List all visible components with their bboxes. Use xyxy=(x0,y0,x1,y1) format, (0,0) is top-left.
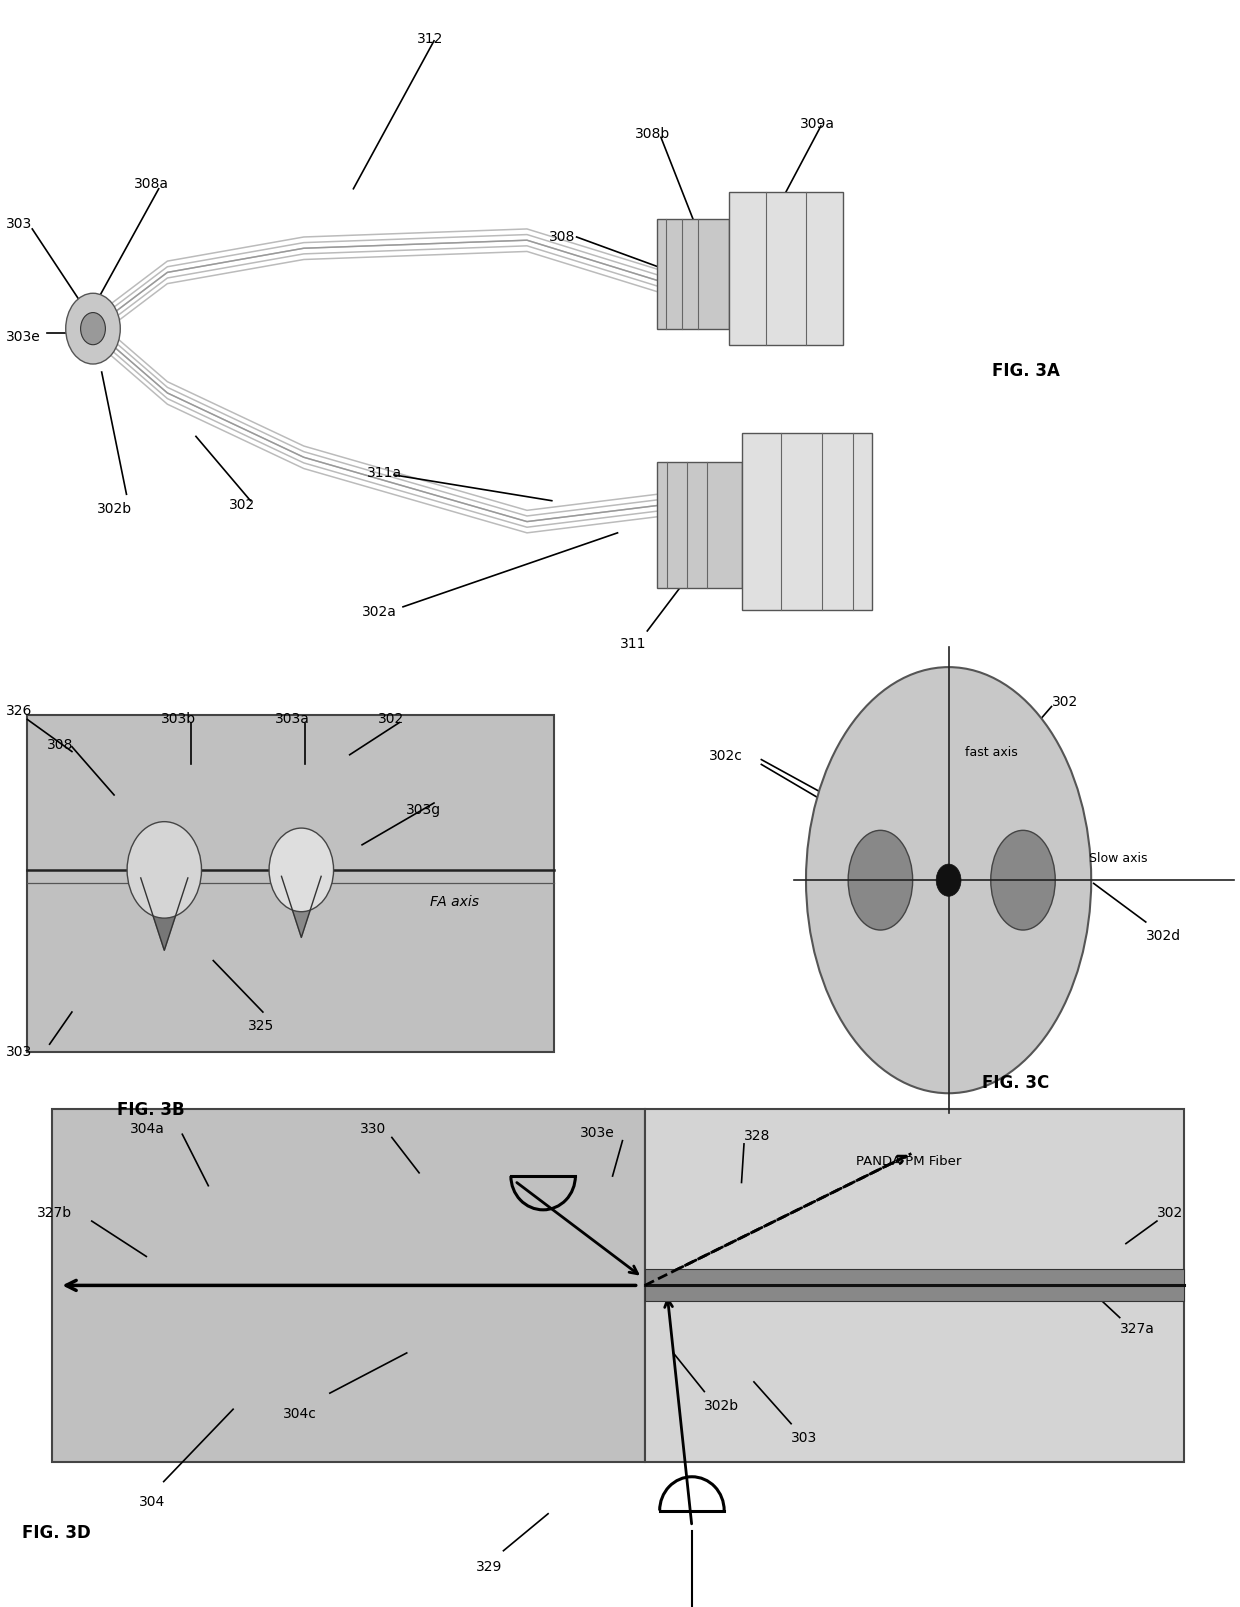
Bar xyxy=(645,1109,1184,1462)
Text: 308b: 308b xyxy=(635,127,670,141)
Ellipse shape xyxy=(991,831,1055,930)
Text: FA axis: FA axis xyxy=(430,895,480,908)
Bar xyxy=(52,1109,645,1462)
Text: 303e: 303e xyxy=(6,329,41,344)
Text: Slow axis: Slow axis xyxy=(1089,852,1147,865)
Text: FIG. 3C: FIG. 3C xyxy=(982,1073,1049,1091)
Circle shape xyxy=(81,313,105,346)
Bar xyxy=(729,193,843,346)
Circle shape xyxy=(128,823,201,919)
Circle shape xyxy=(66,294,120,365)
Text: 325: 325 xyxy=(248,1019,274,1033)
Ellipse shape xyxy=(806,669,1091,1094)
Text: 302: 302 xyxy=(1052,694,1078,709)
Bar xyxy=(742,434,872,611)
Text: 304a: 304a xyxy=(130,1122,165,1136)
Text: 327b: 327b xyxy=(37,1205,72,1220)
Text: 303g: 303g xyxy=(405,804,440,816)
Text: 327a: 327a xyxy=(1120,1321,1154,1335)
Text: 302: 302 xyxy=(378,712,404,726)
Text: 311: 311 xyxy=(620,636,646,651)
Text: FIG. 3A: FIG. 3A xyxy=(992,362,1060,379)
Text: 303a: 303a xyxy=(275,712,310,726)
Bar xyxy=(645,1270,1184,1302)
Text: 304c: 304c xyxy=(283,1406,316,1421)
Text: 302b: 302b xyxy=(97,501,131,516)
Text: fast axis: fast axis xyxy=(965,746,1018,759)
Text: 303b: 303b xyxy=(161,712,196,726)
Bar xyxy=(657,220,729,329)
Circle shape xyxy=(936,865,961,897)
Text: 309a: 309a xyxy=(800,117,835,132)
Ellipse shape xyxy=(848,831,913,930)
Text: 311a: 311a xyxy=(367,466,402,480)
Text: 330: 330 xyxy=(360,1122,386,1136)
Text: 302b: 302b xyxy=(704,1398,739,1413)
Text: 328: 328 xyxy=(744,1128,770,1143)
Text: 302: 302 xyxy=(229,498,255,513)
Text: 304: 304 xyxy=(139,1495,165,1509)
Bar xyxy=(27,715,554,1053)
Polygon shape xyxy=(281,877,321,938)
Text: 303e: 303e xyxy=(580,1125,615,1139)
Text: FIG. 3D: FIG. 3D xyxy=(22,1523,91,1541)
Text: 302c: 302c xyxy=(709,749,743,763)
Text: 302: 302 xyxy=(1157,1205,1183,1220)
Text: 329: 329 xyxy=(476,1559,502,1573)
Text: 303: 303 xyxy=(6,1045,32,1059)
Circle shape xyxy=(269,829,334,913)
Text: 312: 312 xyxy=(417,32,443,47)
Text: 303: 303 xyxy=(791,1430,817,1445)
Polygon shape xyxy=(141,879,188,951)
Bar xyxy=(657,463,742,588)
Text: 303: 303 xyxy=(6,217,32,231)
Text: 308a: 308a xyxy=(134,177,169,191)
Text: 302a: 302a xyxy=(362,604,397,619)
Text: FIG. 3B: FIG. 3B xyxy=(117,1101,185,1118)
Text: 308: 308 xyxy=(47,738,73,752)
Text: PANDA PM Fiber: PANDA PM Fiber xyxy=(856,1154,961,1167)
Text: 302d: 302d xyxy=(1146,929,1180,943)
Text: 326: 326 xyxy=(6,704,32,718)
Text: 308: 308 xyxy=(549,230,575,244)
